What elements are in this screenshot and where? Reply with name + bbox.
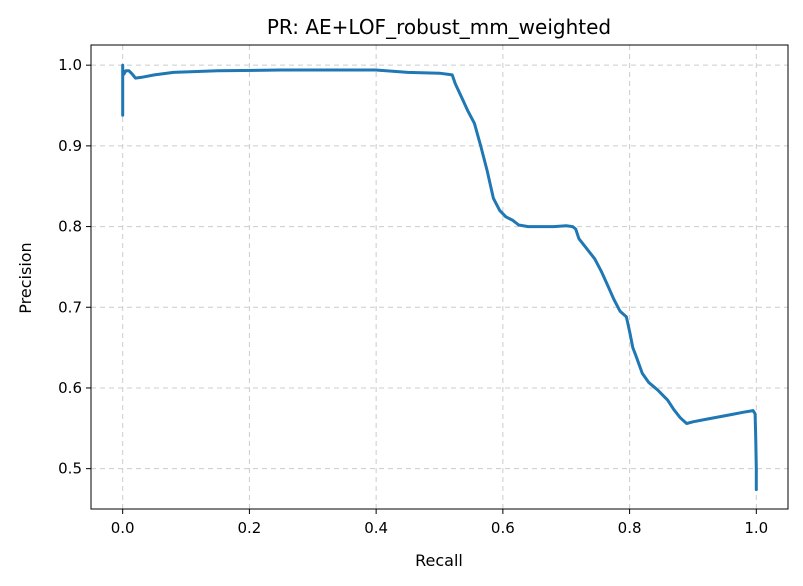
y-tick-label: 0.9 [58, 137, 82, 155]
y-axis-label: Precision [16, 242, 35, 313]
grid [91, 45, 788, 509]
y-tick-label: 0.6 [58, 379, 82, 397]
x-tick-label: 0.8 [618, 519, 642, 537]
x-tick-label: 0.2 [237, 519, 261, 537]
series-layer [121, 63, 758, 492]
chart-title: PR: AE+LOF_robust_mm_weighted [267, 15, 611, 39]
x-axis-label: Recall [415, 551, 463, 570]
plot-area-frame [90, 44, 789, 510]
y-tick-label: 0.8 [58, 218, 82, 236]
x-tick-label: 0.0 [111, 519, 135, 537]
x-tick-label: 1.0 [744, 519, 768, 537]
y-tick-label: 1.0 [58, 56, 82, 74]
pr-curve-line [121, 63, 758, 492]
y-tick-label: 0.7 [58, 298, 82, 316]
x-tick-label: 0.4 [364, 519, 388, 537]
axis-ticks: 0.0 0.2 0.4 0.6 0.8 1.0 0.5 0.6 0.7 0.8 0.9 1.0 [58, 56, 768, 537]
x-tick-label: 0.6 [491, 519, 515, 537]
y-tick-label: 0.5 [58, 460, 82, 478]
